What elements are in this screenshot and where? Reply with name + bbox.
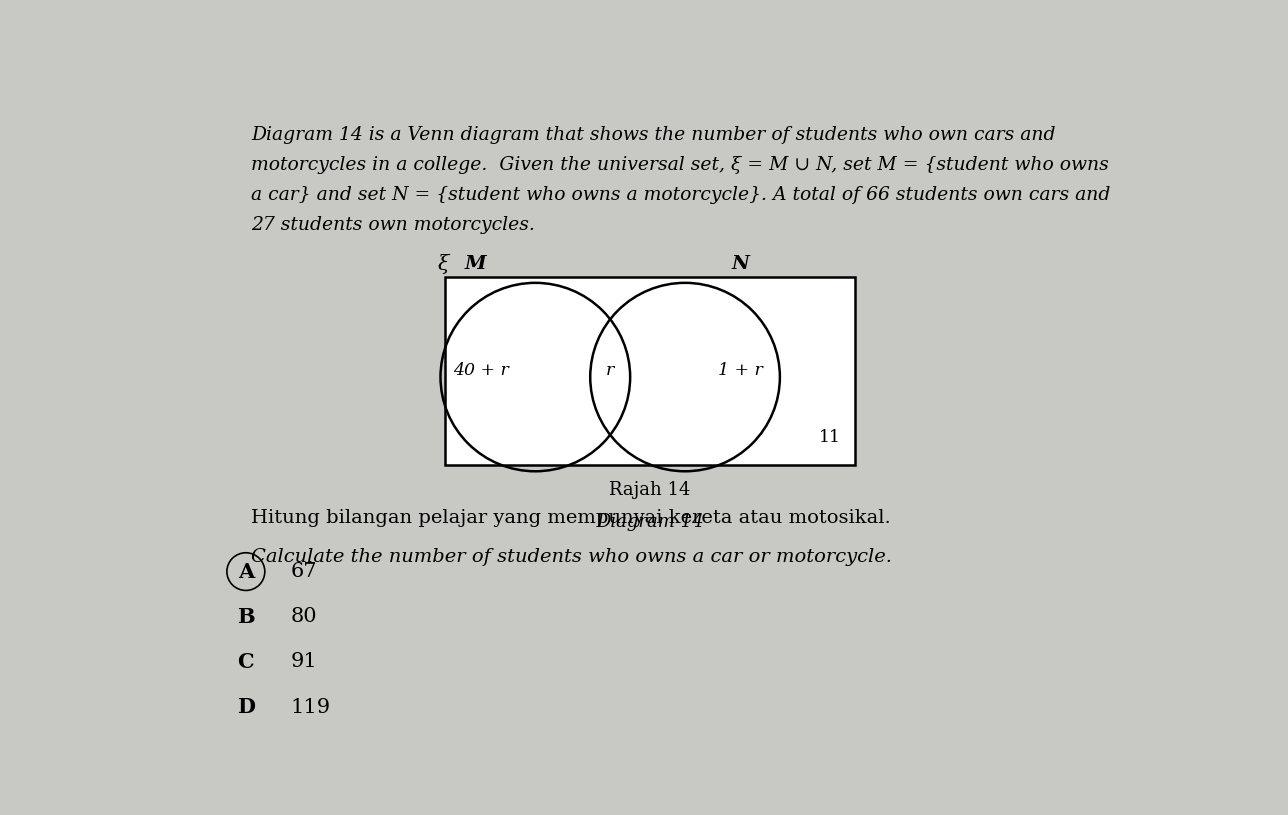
Text: 80: 80: [291, 607, 317, 626]
Text: 119: 119: [291, 698, 331, 716]
Text: Calculate the number of students who owns a car or motorcycle.: Calculate the number of students who own…: [251, 548, 891, 566]
Text: 40 + r: 40 + r: [452, 363, 509, 379]
Text: a car} and set N = {student who owns a motorcycle}. A total of 66 students own c: a car} and set N = {student who owns a m…: [251, 187, 1110, 205]
Text: B: B: [237, 607, 255, 627]
Text: D: D: [237, 697, 255, 717]
Text: Diagram 14 is a Venn diagram that shows the number of students who own cars and: Diagram 14 is a Venn diagram that shows …: [251, 126, 1055, 144]
Text: A: A: [238, 562, 254, 582]
Text: N: N: [732, 255, 748, 273]
Text: 1 + r: 1 + r: [717, 363, 762, 379]
Text: Rajah 14: Rajah 14: [609, 481, 690, 499]
Text: ξ: ξ: [438, 253, 450, 274]
Text: 67: 67: [291, 562, 317, 581]
Text: Hitung bilangan pelajar yang mempunyai kereta atau motosikal.: Hitung bilangan pelajar yang mempunyai k…: [251, 509, 890, 526]
Bar: [446, 276, 855, 465]
Text: 11: 11: [819, 429, 841, 446]
Text: motorcycles in a college.  Given the universal set, ξ = M ∪ N, set M = {student : motorcycles in a college. Given the univ…: [251, 156, 1109, 174]
Text: Diagram 14: Diagram 14: [596, 513, 705, 531]
Text: 27 students own motorcycles.: 27 students own motorcycles.: [251, 217, 535, 235]
Text: 91: 91: [291, 653, 318, 672]
Text: C: C: [237, 652, 254, 672]
Text: M: M: [465, 255, 487, 273]
Text: r: r: [607, 363, 614, 379]
